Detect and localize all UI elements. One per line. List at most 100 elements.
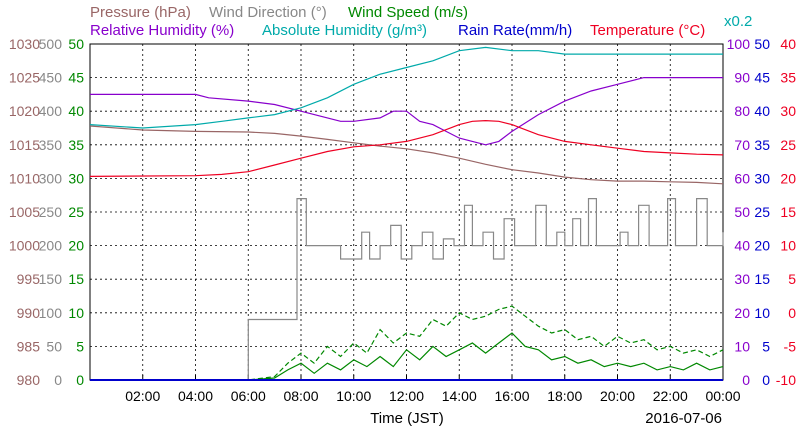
y-tick-pressure: 990 — [17, 305, 41, 321]
y-tick-temperature: 15 — [780, 204, 796, 220]
series-line-4 — [90, 76, 723, 146]
series-line-7 — [89, 119, 724, 177]
y-tick-pressure: 985 — [17, 338, 41, 354]
date-label: 2016-07-06 — [645, 410, 722, 427]
y-tick-wind-direction: 450 — [39, 70, 63, 86]
y-tick-wind-speed: 45 — [68, 70, 84, 86]
y-tick-pressure: 1010 — [9, 170, 40, 186]
x-tick-label: 20:00 — [600, 388, 635, 404]
y-tick-humidity: 0 — [742, 372, 750, 388]
legend-scale-note: x0.2 — [724, 13, 752, 30]
y-tick-rain-rate: 30 — [754, 170, 770, 186]
y-tick-wind-speed: 10 — [68, 305, 84, 321]
series-line-2 — [90, 332, 724, 381]
legend-row-2: Relative Humidity (%) Absolute Humidity … — [90, 13, 752, 39]
y-tick-humidity: 20 — [734, 305, 750, 321]
y-tick-temperature: 10 — [780, 238, 796, 254]
y-tick-rain-rate: 10 — [754, 305, 770, 321]
y-tick-wind-direction: 300 — [39, 170, 63, 186]
y-tick-rain-rate: 5 — [762, 338, 770, 354]
y-tick-wind-speed: 5 — [76, 338, 84, 354]
legend-rain-rate: Rain Rate(mm/h) — [458, 22, 572, 39]
y-tick-temperature: 30 — [780, 103, 796, 119]
y-tick-wind-speed: 40 — [68, 103, 84, 119]
y-tick-wind-direction: 200 — [39, 238, 63, 254]
y-tick-wind-speed: 25 — [68, 204, 84, 220]
y-tick-humidity: 40 — [734, 238, 750, 254]
y-tick-humidity: 50 — [734, 204, 750, 220]
y-tick-humidity: 100 — [727, 36, 751, 52]
y-tick-pressure: 1005 — [9, 204, 40, 220]
y-tick-wind-speed: 30 — [68, 170, 84, 186]
y-tick-pressure: 1025 — [9, 70, 40, 86]
y-tick-temperature: 40 — [780, 36, 796, 52]
series-line-0 — [89, 125, 724, 185]
x-tick-label: 06:00 — [231, 388, 266, 404]
y-tick-rain-rate: 0 — [762, 372, 770, 388]
x-tick-label: 08:00 — [283, 388, 318, 404]
y-tick-pressure: 995 — [17, 271, 41, 287]
legend-row-1: Pressure (hPa) Wind Direction (°) Wind S… — [90, 4, 468, 21]
y-tick-humidity: 80 — [734, 103, 750, 119]
y-axes: 1030102510201015101010051000995990985980… — [9, 36, 796, 388]
x-tick-label: 10:00 — [336, 388, 371, 404]
legend-temperature: Temperature (°C) — [590, 22, 705, 39]
y-tick-temperature: 5 — [788, 271, 796, 287]
series-line-1 — [90, 198, 724, 381]
y-tick-wind-speed: 50 — [68, 36, 84, 52]
y-tick-rain-rate: 35 — [754, 137, 770, 153]
y-tick-temperature: -5 — [784, 338, 797, 354]
y-tick-pressure: 980 — [17, 372, 41, 388]
y-tick-temperature: -10 — [776, 372, 796, 388]
y-tick-temperature: 0 — [788, 305, 796, 321]
y-tick-temperature: 20 — [780, 170, 796, 186]
y-tick-wind-direction: 50 — [46, 338, 62, 354]
y-tick-wind-direction: 400 — [39, 103, 63, 119]
y-tick-humidity: 60 — [734, 170, 750, 186]
y-tick-pressure: 1030 — [9, 36, 40, 52]
y-tick-rain-rate: 50 — [754, 36, 770, 52]
series-line-3 — [90, 305, 724, 381]
y-tick-wind-direction: 150 — [39, 271, 63, 287]
x-tick-label: 04:00 — [178, 388, 213, 404]
x-axis: 02:00 04:00 06:00 08:00 10:00 12:00 14:00 16:00… — [125, 375, 741, 404]
series-line-5 — [89, 46, 723, 129]
y-tick-pressure: 1015 — [9, 137, 40, 153]
series-layer — [89, 46, 724, 381]
x-tick-label: 18:00 — [547, 388, 582, 404]
y-tick-rain-rate: 20 — [754, 238, 770, 254]
y-tick-rain-rate: 25 — [754, 204, 770, 220]
y-tick-wind-direction: 250 — [39, 204, 63, 220]
x-axis-label: Time (JST) — [370, 410, 444, 427]
y-tick-rain-rate: 40 — [754, 103, 770, 119]
y-tick-wind-direction: 100 — [39, 305, 63, 321]
x-tick-label: 22:00 — [653, 388, 688, 404]
y-tick-wind-direction: 350 — [39, 137, 63, 153]
y-tick-temperature: 25 — [780, 137, 796, 153]
y-tick-wind-direction: 0 — [54, 372, 62, 388]
y-tick-pressure: 1000 — [9, 238, 40, 254]
x-tick-label: 02:00 — [125, 388, 160, 404]
y-tick-rain-rate: 15 — [754, 271, 770, 287]
y-tick-humidity: 30 — [734, 271, 750, 287]
legend-wind-speed: Wind Speed (m/s) — [348, 4, 468, 21]
legend-relative-humidity: Relative Humidity (%) — [90, 22, 234, 39]
legend-absolute-humidity: Absolute Humidity (g/m³) — [262, 22, 427, 39]
y-tick-pressure: 1020 — [9, 103, 40, 119]
y-tick-humidity: 90 — [734, 70, 750, 86]
x-tick-label: 00:00 — [705, 388, 740, 404]
y-tick-wind-direction: 500 — [39, 36, 63, 52]
y-tick-wind-speed: 15 — [68, 271, 84, 287]
y-tick-wind-speed: 35 — [68, 137, 84, 153]
y-tick-wind-speed: 0 — [76, 372, 84, 388]
legend-wind-direction: Wind Direction (°) — [209, 4, 327, 21]
x-tick-label: 12:00 — [389, 388, 424, 404]
x-tick-label: 14:00 — [442, 388, 477, 404]
y-tick-humidity: 70 — [734, 137, 750, 153]
y-tick-temperature: 35 — [780, 70, 796, 86]
y-tick-rain-rate: 45 — [754, 70, 770, 86]
legend-pressure: Pressure (hPa) — [90, 4, 191, 21]
x-tick-label: 16:00 — [494, 388, 529, 404]
